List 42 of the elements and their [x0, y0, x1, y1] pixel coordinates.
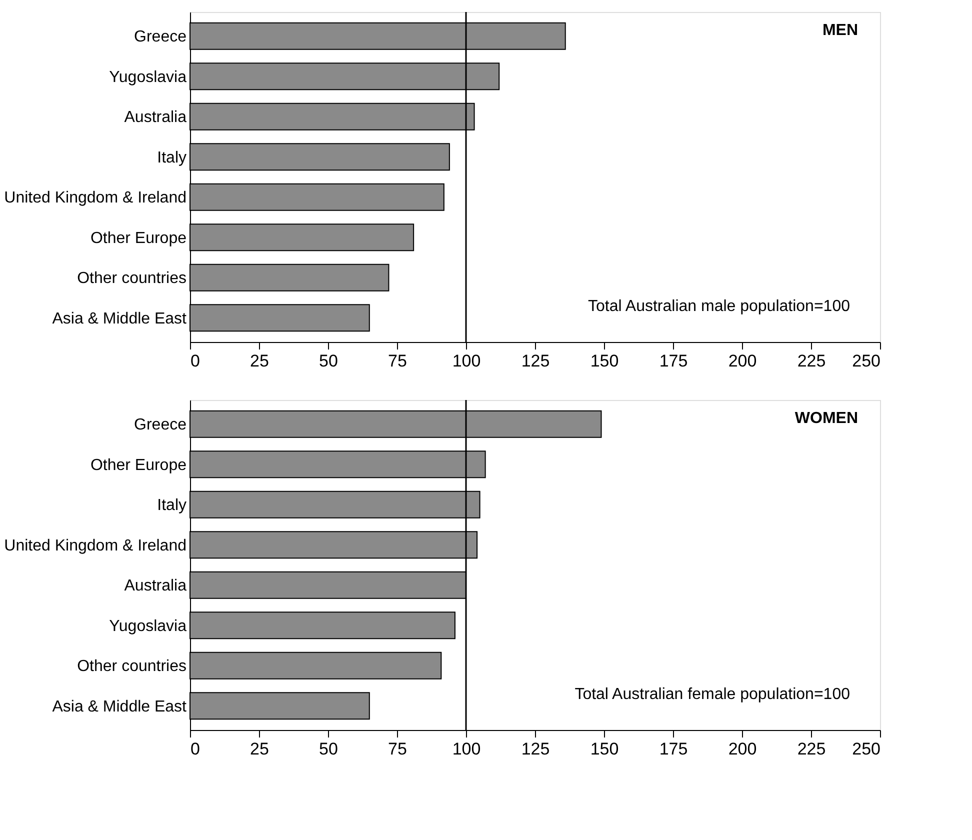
- y-tick-label: Italy: [157, 149, 186, 166]
- y-tick-label: Other Europe: [90, 456, 187, 474]
- x-tick-label: 0: [190, 740, 200, 758]
- y-tick-label: Asia & Middle East: [52, 310, 188, 328]
- y-tick-label: Greece: [134, 416, 187, 434]
- y-tick-label: Other countries: [77, 658, 186, 676]
- x-tick-label: 250: [852, 352, 880, 370]
- annotation: MEN: [822, 22, 858, 39]
- x-tick-label: 200: [728, 740, 757, 758]
- y-tick-label: Australia: [124, 578, 187, 595]
- y-tick-label: Italy: [157, 497, 186, 514]
- y-tick-label: Greece: [134, 28, 187, 46]
- x-tick-label: 150: [590, 352, 619, 370]
- annotation: WOMEN: [794, 410, 858, 427]
- x-tick-label: 175: [659, 740, 688, 758]
- x-tick-label: 100: [452, 740, 481, 758]
- y-tick-label: Other countries: [77, 270, 186, 288]
- y-tick-label: Yugoslavia: [109, 618, 187, 635]
- x-tick-label: 150: [590, 740, 619, 758]
- y-tick-label: Yugoslavia: [109, 68, 187, 86]
- x-tick-label: 25: [250, 740, 269, 758]
- x-tick-label: 50: [319, 740, 338, 758]
- x-tick-label: 225: [797, 352, 826, 370]
- x-tick-label: 75: [388, 352, 407, 370]
- x-tick-label: 75: [388, 740, 407, 758]
- y-tick-label: Other Europe: [90, 230, 187, 247]
- y-tick-label: Australia: [124, 109, 187, 126]
- x-tick-label: 125: [521, 740, 550, 758]
- x-tick-label: 200: [728, 352, 757, 370]
- y-tick-label: United Kingdom & Ireland: [4, 190, 186, 207]
- annotation: Total Australian male population=100: [588, 298, 850, 315]
- x-tick-label: 25: [250, 352, 269, 370]
- x-tick-label: 50: [319, 352, 338, 370]
- x-tick-label: 225: [797, 740, 826, 758]
- x-tick-label: 175: [659, 352, 688, 370]
- annotation: Total Australian female population=100: [574, 686, 850, 703]
- y-tick-label: United Kingdom & Ireland: [4, 537, 186, 554]
- x-tick-label: 100: [452, 352, 481, 370]
- x-tick-label: 0: [190, 352, 200, 370]
- x-tick-label: 125: [521, 352, 550, 370]
- y-tick-label: Asia & Middle East: [52, 698, 188, 716]
- x-tick-label: 250: [852, 740, 880, 758]
